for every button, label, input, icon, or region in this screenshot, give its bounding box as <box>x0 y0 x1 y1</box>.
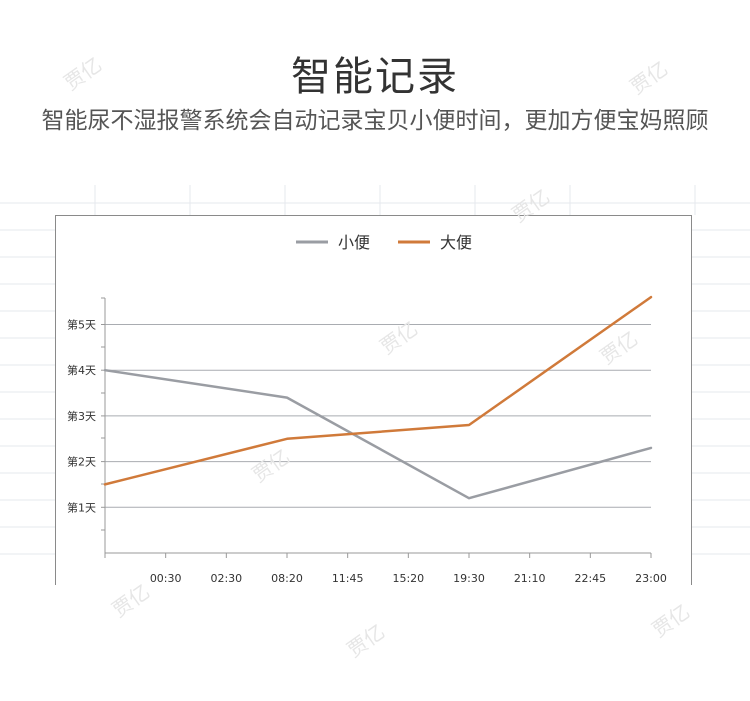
y-tick-label: 第4天 <box>67 363 96 377</box>
x-tick-label: 21:10 <box>514 572 546 585</box>
y-tick-label: 第2天 <box>67 455 96 469</box>
legend-label-2: 大便 <box>440 233 472 252</box>
page-title: 智能记录 <box>291 54 459 100</box>
x-axis-ticks: 00:30 02:30 08:20 11:45 15:20 19:30 21:10 22:45… <box>104 553 667 585</box>
x-tick-label: 02:30 <box>210 572 242 585</box>
page-subtitle: 智能尿不湿报警系统会自动记录宝贝小便时间，更加方便宝妈照顾 <box>41 108 709 134</box>
y-axis-ticks: 第1天 第2天 第3天 第4天 第5天 <box>67 297 105 531</box>
y-tick-label: 第1天 <box>67 500 96 514</box>
x-tick-label: 15:20 <box>392 572 424 585</box>
chart-gridlines <box>105 324 651 508</box>
x-tick-label: 23:00 <box>635 572 667 585</box>
y-tick-label: 第3天 <box>67 409 96 423</box>
x-tick-label: 08:20 <box>271 572 303 585</box>
series-lines <box>103 295 653 500</box>
chart-legend: 小便 大便 <box>296 233 472 252</box>
y-tick-label: 第5天 <box>67 318 96 332</box>
chart-frame <box>55 215 692 585</box>
series-line-1 <box>103 368 653 500</box>
x-tick-label: 11:45 <box>332 572 364 585</box>
legend-label-1: 小便 <box>338 233 370 252</box>
series-line-2 <box>103 295 653 486</box>
chart-axes <box>104 298 651 554</box>
x-tick-label: 19:30 <box>453 572 485 585</box>
x-tick-label: 00:30 <box>150 572 182 585</box>
x-tick-label: 22:45 <box>574 572 606 585</box>
